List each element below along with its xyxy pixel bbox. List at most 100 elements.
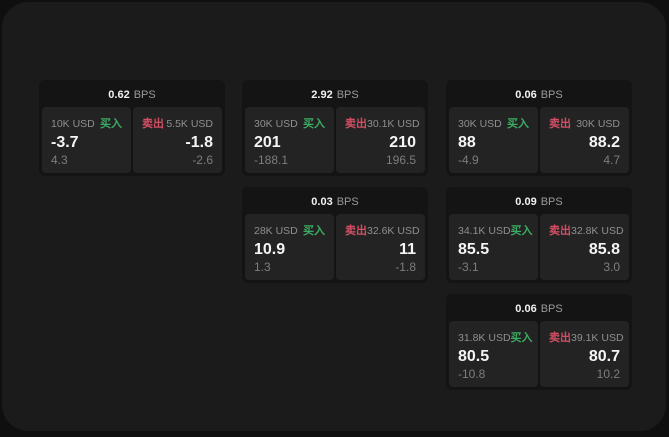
buy-pane-top: 30K USD 买入 — [458, 115, 529, 131]
buy-amount: 10K USD — [51, 118, 95, 130]
sell-pane-top: 卖出 30K USD — [549, 115, 620, 131]
bps-header: 0.62 BPS — [42, 83, 222, 107]
sell-side-label: 卖出 — [345, 118, 367, 130]
buy-pane-top: 10K USD 买入 — [51, 115, 122, 131]
buy-pane-top: 34.1K USD 买入 — [458, 222, 533, 238]
quote-card: 0.62 BPS 10K USD 买入 -3.7 4.3 卖出 5.5K USD — [39, 80, 225, 176]
bps-value: 0.62 — [108, 89, 130, 101]
sell-pane-top: 卖出 39.1K USD — [549, 329, 624, 345]
buy-amount: 34.1K USD — [458, 225, 511, 237]
buy-side-label: 买入 — [303, 225, 325, 237]
buy-pane-top: 28K USD 买入 — [254, 222, 325, 238]
quote-panes: 31.8K USD 买入 80.5 -10.8 卖出 39.1K USD 80.… — [449, 321, 629, 387]
buy-amount: 31.8K USD — [458, 332, 511, 344]
bps-value: 0.09 — [515, 196, 537, 208]
sell-change: -2.6 — [192, 153, 213, 167]
buy-pane[interactable]: 28K USD 买入 10.9 1.3 — [245, 214, 334, 280]
buy-pane[interactable]: 30K USD 买入 88 -4.9 — [449, 107, 538, 173]
buy-price: 80.5 — [458, 347, 490, 365]
quote-card: 0.06 BPS 31.8K USD 买入 80.5 -10.8 卖出 39.1K… — [446, 294, 632, 390]
bps-unit-label: BPS — [540, 303, 563, 315]
bps-header: 0.09 BPS — [449, 190, 629, 214]
sell-pane-top: 卖出 32.8K USD — [549, 222, 624, 238]
sell-price: 80.7 — [588, 347, 620, 365]
sell-pane[interactable]: 卖出 32.6K USD 11 -1.8 — [336, 214, 425, 280]
buy-change: -4.9 — [458, 153, 479, 167]
quote-panes: 30K USD 买入 88 -4.9 卖出 30K USD 88.2 4.7 — [449, 107, 629, 173]
sell-pane[interactable]: 卖出 39.1K USD 80.7 10.2 — [540, 321, 629, 387]
buy-pane[interactable]: 10K USD 买入 -3.7 4.3 — [42, 107, 131, 173]
bps-header: 0.03 BPS — [245, 190, 425, 214]
buy-price: 10.9 — [254, 240, 286, 258]
quote-card: 0.09 BPS 34.1K USD 买入 85.5 -3.1 卖出 32.8K … — [446, 187, 632, 283]
bps-unit-label: BPS — [540, 196, 563, 208]
bps-value: 0.03 — [311, 196, 333, 208]
bps-header: 2.92 BPS — [245, 83, 425, 107]
buy-price: 88 — [458, 133, 476, 151]
sell-price: 210 — [389, 133, 416, 151]
buy-change: 4.3 — [51, 153, 68, 167]
sell-pane[interactable]: 卖出 30.1K USD 210 196.5 — [336, 107, 425, 173]
sell-change: 4.7 — [603, 153, 620, 167]
quote-card: 2.92 BPS 30K USD 买入 201 -188.1 卖出 30.1K U… — [242, 80, 428, 176]
sell-amount: 39.1K USD — [571, 332, 624, 344]
sell-price: 88.2 — [588, 133, 620, 151]
main-panel: 0.62 BPS 10K USD 买入 -3.7 4.3 卖出 5.5K USD — [2, 2, 666, 431]
sell-pane[interactable]: 卖出 32.8K USD 85.8 3.0 — [540, 214, 629, 280]
sell-pane[interactable]: 卖出 30K USD 88.2 4.7 — [540, 107, 629, 173]
bps-header: 0.06 BPS — [449, 83, 629, 107]
buy-side-label: 买入 — [303, 118, 325, 130]
buy-side-label: 买入 — [510, 225, 533, 237]
sell-change: 3.0 — [603, 260, 620, 274]
bps-unit-label: BPS — [336, 196, 359, 208]
buy-side-label: 买入 — [100, 118, 122, 130]
buy-change: -3.1 — [458, 260, 479, 274]
sell-change: 10.2 — [596, 367, 620, 381]
buy-pane[interactable]: 31.8K USD 买入 80.5 -10.8 — [449, 321, 538, 387]
buy-side-label: 买入 — [510, 332, 533, 344]
sell-change: -1.8 — [395, 260, 416, 274]
buy-price: -3.7 — [51, 133, 79, 151]
buy-change: 1.3 — [254, 260, 271, 274]
quote-card: 0.03 BPS 28K USD 买入 10.9 1.3 卖出 32.6K USD — [242, 187, 428, 283]
buy-pane-top: 30K USD 买入 — [254, 115, 325, 131]
buy-price: 85.5 — [458, 240, 490, 258]
sell-amount: 32.6K USD — [367, 225, 420, 237]
buy-change: -10.8 — [458, 367, 486, 381]
sell-amount: 30.1K USD — [367, 118, 420, 130]
sell-side-label: 卖出 — [549, 118, 571, 130]
sell-side-label: 卖出 — [142, 118, 164, 130]
bps-value: 2.92 — [311, 89, 333, 101]
bps-unit-label: BPS — [540, 89, 563, 101]
sell-amount: 30K USD — [576, 118, 620, 130]
quote-panes: 10K USD 买入 -3.7 4.3 卖出 5.5K USD -1.8 -2.… — [42, 107, 222, 173]
buy-amount: 30K USD — [458, 118, 502, 130]
bps-unit-label: BPS — [336, 89, 359, 101]
buy-price: 201 — [254, 133, 281, 151]
quote-panes: 34.1K USD 买入 85.5 -3.1 卖出 32.8K USD 85.8… — [449, 214, 629, 280]
buy-pane-top: 31.8K USD 买入 — [458, 329, 533, 345]
buy-pane[interactable]: 34.1K USD 买入 85.5 -3.1 — [449, 214, 538, 280]
buy-pane[interactable]: 30K USD 买入 201 -188.1 — [245, 107, 334, 173]
bps-unit-label: BPS — [133, 89, 156, 101]
buy-side-label: 买入 — [507, 118, 529, 130]
sell-pane-top: 卖出 5.5K USD — [142, 115, 213, 131]
bps-value: 0.06 — [515, 303, 537, 315]
quote-panes: 28K USD 买入 10.9 1.3 卖出 32.6K USD 11 -1.8 — [245, 214, 425, 280]
sell-side-label: 卖出 — [549, 225, 571, 237]
quote-panes: 30K USD 买入 201 -188.1 卖出 30.1K USD 210 1… — [245, 107, 425, 173]
sell-pane-top: 卖出 30.1K USD — [345, 115, 420, 131]
sell-change: 196.5 — [385, 153, 416, 167]
sell-price: 11 — [399, 240, 416, 258]
buy-change: -188.1 — [254, 153, 289, 167]
sell-price: -1.8 — [185, 133, 213, 151]
sell-side-label: 卖出 — [549, 332, 571, 344]
bps-value: 0.06 — [515, 89, 537, 101]
quote-card: 0.06 BPS 30K USD 买入 88 -4.9 卖出 30K USD — [446, 80, 632, 176]
sell-pane-top: 卖出 32.6K USD — [345, 222, 420, 238]
sell-amount: 5.5K USD — [166, 118, 213, 130]
sell-pane[interactable]: 卖出 5.5K USD -1.8 -2.6 — [133, 107, 222, 173]
sell-side-label: 卖出 — [345, 225, 367, 237]
sell-price: 85.8 — [588, 240, 620, 258]
